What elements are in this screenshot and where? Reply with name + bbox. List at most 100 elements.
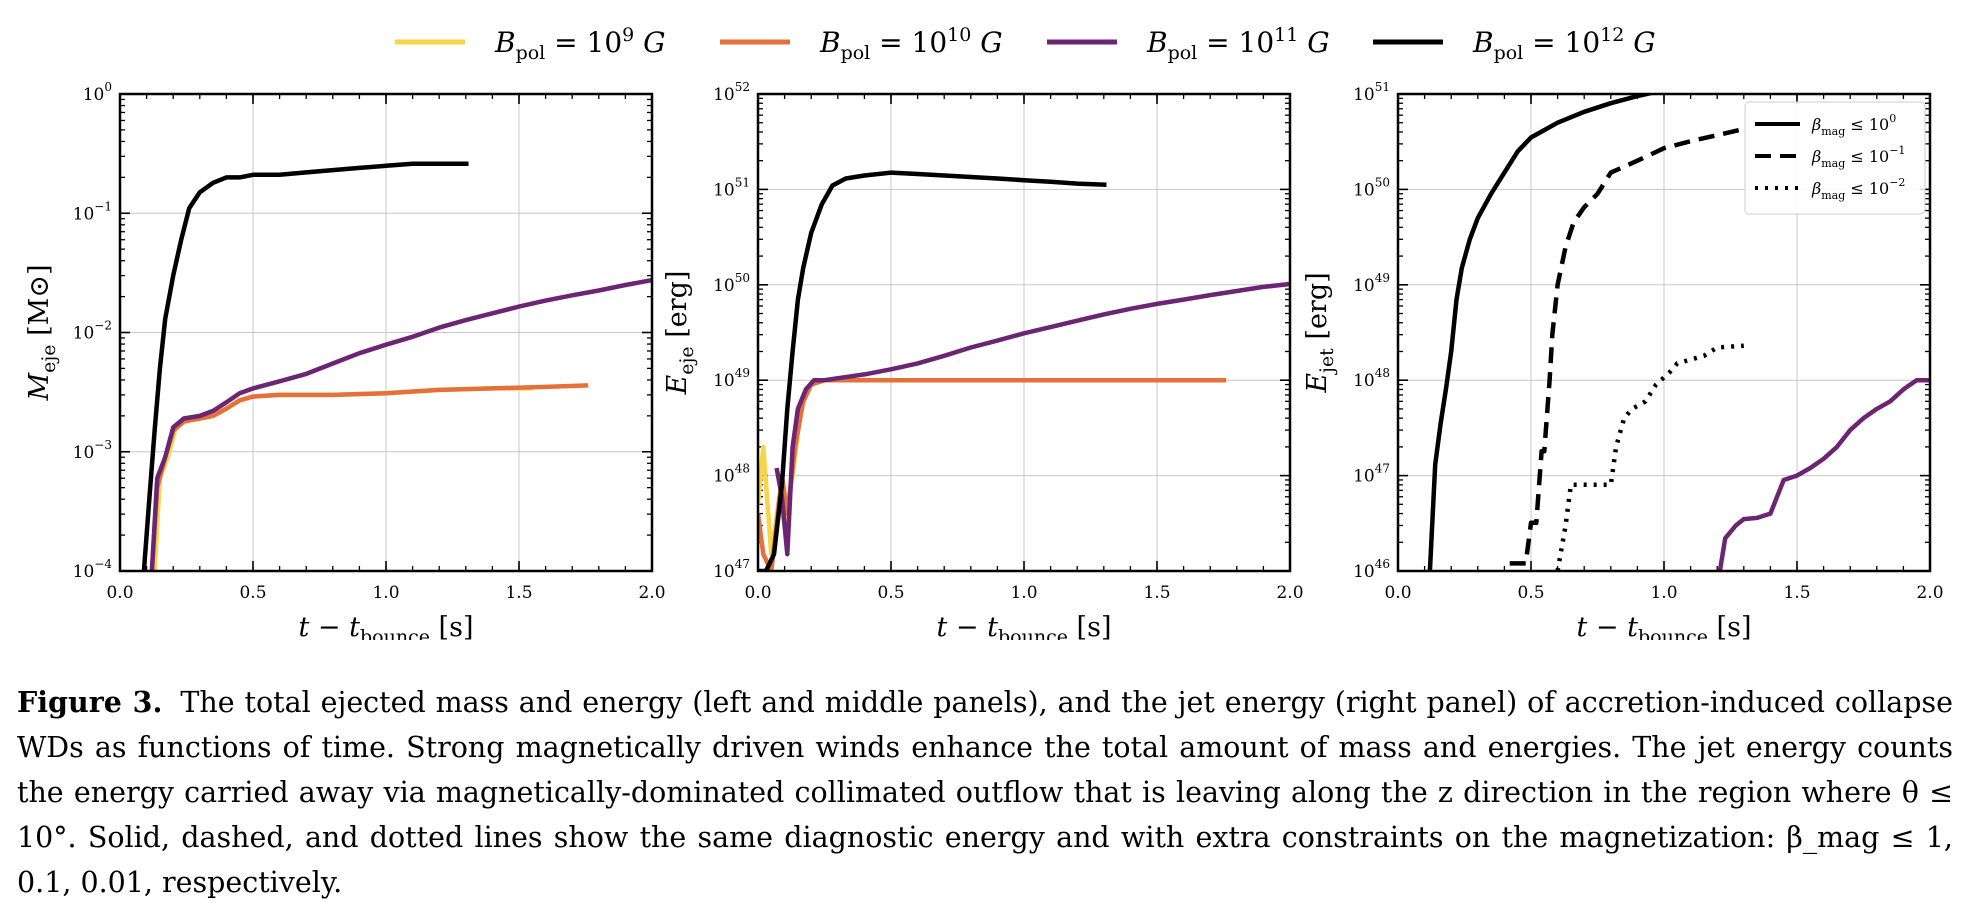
- legend-label-sup: 0: [1889, 112, 1896, 125]
- y-tick-label: 10−3: [73, 438, 112, 463]
- legend-label-sup: −2: [1889, 176, 1905, 189]
- x-axis-label-main: t − t: [937, 612, 999, 640]
- y-axis-label: Eeje [erg]: [662, 271, 698, 396]
- y-tick-exp: −4: [94, 557, 112, 571]
- y-tick-exp: −3: [94, 438, 112, 452]
- series-line: [758, 170, 1107, 571]
- x-axis-label-unit: [s]: [1068, 612, 1112, 640]
- y-axis-label-unit: [M⊙]: [24, 265, 55, 345]
- y-axis-label-main: M: [24, 371, 55, 401]
- x-tick-label: 1.5: [1783, 583, 1810, 603]
- y-tick-base: 10: [713, 467, 735, 487]
- legend-label-tail: G: [1298, 26, 1329, 59]
- y-tick-exp: 0: [104, 80, 112, 94]
- caption-text: The total ejected mass and energy (left …: [17, 686, 1953, 899]
- y-tick-base: 10: [1353, 371, 1375, 391]
- legend-label-sup: 10: [947, 24, 971, 46]
- legend-label-sub: pol: [516, 42, 546, 64]
- x-axis-label: t − tbounce [s]: [299, 612, 474, 640]
- y-axis-label-sub: jet: [1316, 348, 1338, 375]
- legend-label-sub: pol: [1494, 42, 1524, 64]
- y-axis-label-unit: [erg]: [662, 271, 693, 347]
- x-tick-label: 1.5: [1143, 583, 1170, 603]
- y-tick-base: 10: [73, 562, 95, 582]
- x-axis-label-main: t − t: [1577, 612, 1639, 640]
- series-group: [758, 170, 1290, 571]
- legend-label-base: β: [1811, 115, 1821, 134]
- y-tick-base: 10: [73, 443, 95, 463]
- x-axis-label-sub: bounce: [360, 626, 430, 640]
- series-line: [758, 377, 1171, 557]
- y-tick-base: 10: [73, 324, 95, 344]
- panel-right: 0.0 0.5 1.0 1.5 2.0104610471048104910501051t…: [1302, 80, 1944, 640]
- x-tick-label: 1.5: [505, 583, 532, 603]
- y-tick-exp: 51: [735, 175, 750, 189]
- legend-label-mid: = 10: [1197, 26, 1274, 59]
- y-tick-label: 1050: [1353, 175, 1390, 200]
- y-tick-base: 10: [1353, 276, 1375, 296]
- series-line: [1717, 377, 1930, 571]
- legend-label-base: B: [819, 26, 841, 59]
- y-axis-label: Ejet [erg]: [1302, 272, 1338, 393]
- legend-label-mid: = 10: [870, 26, 947, 59]
- y-tick-exp: 48: [735, 462, 750, 476]
- legend-label-sup: 11: [1274, 24, 1298, 46]
- x-tick-label: 1.0: [1650, 583, 1677, 603]
- x-axis-label-sub: bounce: [998, 626, 1068, 640]
- legend-label-base: β: [1811, 179, 1821, 198]
- y-axis-label: Meje [M⊙]: [24, 265, 60, 402]
- x-axis-label-main: t − t: [299, 612, 361, 640]
- legend-box: [1744, 101, 1926, 215]
- y-tick-exp: 50: [735, 271, 750, 285]
- x-tick-label: 0.0: [744, 583, 771, 603]
- x-axis-label-unit: [s]: [1708, 612, 1752, 640]
- x-tick-label: 0.5: [1517, 583, 1544, 603]
- y-tick-label: 1052: [713, 80, 750, 105]
- y-tick-base: 10: [83, 85, 105, 105]
- series-line: [1555, 343, 1744, 571]
- y-tick-base: 10: [1353, 85, 1375, 105]
- axes-frame: [756, 92, 1292, 573]
- y-tick-exp: 47: [735, 557, 750, 571]
- legend-label-mid: ≤ 10: [1845, 179, 1889, 198]
- legend-label-sup: 12: [1600, 24, 1624, 46]
- y-tick-exp: 49: [1375, 271, 1390, 285]
- y-axis-label-sub: eje: [676, 346, 698, 374]
- y-tick-label: 1048: [1353, 366, 1390, 391]
- legend-label-sup: 9: [622, 24, 634, 46]
- y-tick-base: 10: [1353, 562, 1375, 582]
- axes-frame: [1396, 92, 1932, 573]
- y-tick-label: 1047: [1353, 462, 1390, 487]
- y-tick-exp: 47: [1375, 462, 1390, 476]
- figure-svg: Bpol = 109 G Bpol = 1010 G Bpol = 1011 G Bp…: [24, 24, 1944, 640]
- series-line: [1427, 94, 1657, 571]
- series-line: [149, 277, 652, 571]
- caption-label: Figure 3.: [17, 685, 163, 719]
- y-tick-exp: −2: [94, 319, 112, 333]
- legend-label-sub: pol: [1168, 42, 1198, 64]
- legend-label-tail: G: [1624, 26, 1655, 59]
- y-tick-exp: 49: [735, 366, 750, 380]
- y-tick-label: 10−2: [73, 319, 112, 344]
- y-tick-exp: −1: [94, 199, 112, 213]
- x-tick-label: 0.5: [239, 583, 266, 603]
- x-tick-label: 0.5: [877, 583, 904, 603]
- legend-label-sub: mag: [1821, 189, 1845, 202]
- y-tick-base: 10: [713, 371, 735, 391]
- x-tick-label: 0.0: [106, 583, 133, 603]
- y-tick-base: 10: [1353, 180, 1375, 200]
- legend-label: Bpol = 1011 G: [1146, 24, 1330, 64]
- legend-label-mid: = 10: [545, 26, 622, 59]
- legend-label-mid: ≤ 10: [1845, 115, 1889, 134]
- y-axis-label-sub: eje: [38, 344, 60, 372]
- x-tick-label: 0.0: [1384, 583, 1411, 603]
- x-tick-label: 1.0: [1010, 583, 1037, 603]
- y-tick-base: 10: [73, 204, 95, 224]
- y-tick-label: 10−4: [73, 557, 113, 582]
- legend-label: Bpol = 109 G: [494, 24, 666, 64]
- legend-label-base: B: [1472, 26, 1494, 59]
- legend-label: βmag ≤ 10−1: [1811, 144, 1905, 170]
- figure: Bpol = 109 G Bpol = 1010 G Bpol = 1011 G Bp…: [24, 24, 1944, 640]
- x-axis-label: t − tbounce [s]: [1577, 612, 1752, 640]
